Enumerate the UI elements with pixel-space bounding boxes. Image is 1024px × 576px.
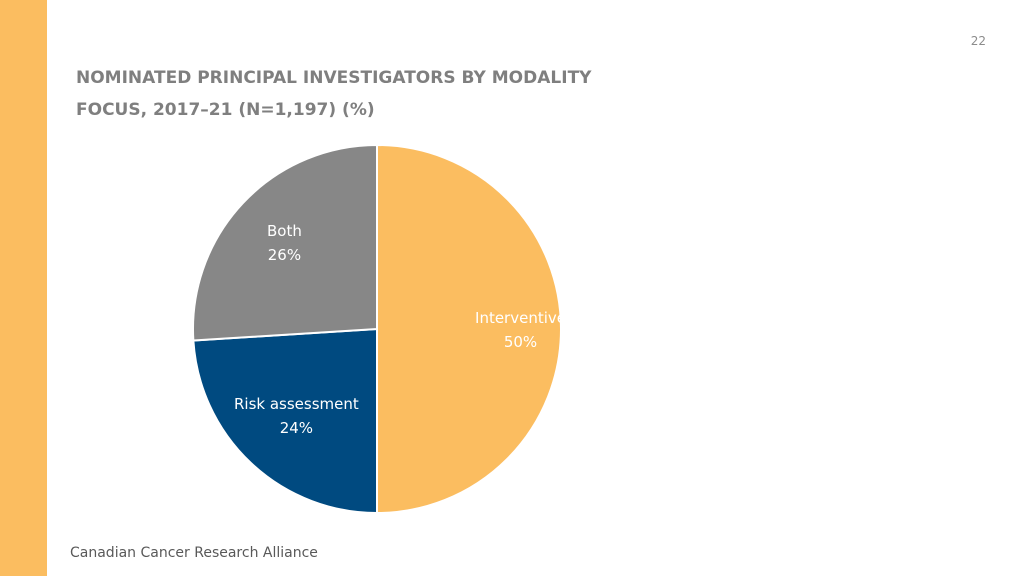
slice-value-both: 26% bbox=[268, 246, 301, 264]
pie-slice-interventive bbox=[376, 143, 562, 515]
slice-label-both: Both bbox=[267, 222, 302, 240]
slice-value-risk-assessment: 24% bbox=[280, 419, 313, 437]
accent-bar bbox=[0, 0, 47, 576]
slice-label-risk-assessment: Risk assessment bbox=[234, 395, 359, 413]
chart-title-line-1: NOMINATED PRINCIPAL INVESTIGATORS BY MOD… bbox=[76, 68, 592, 88]
page-number: 22 bbox=[970, 34, 986, 48]
slice-value-interventive: 50% bbox=[504, 333, 537, 351]
slice-label-interventive: Interventive bbox=[475, 309, 566, 327]
footer-organization: Canadian Cancer Research Alliance bbox=[70, 545, 318, 561]
pie-slice-risk-assessment bbox=[192, 327, 378, 515]
chart-title: NOMINATED PRINCIPAL INVESTIGATORS BY MOD… bbox=[76, 62, 676, 126]
pie-slice-both bbox=[192, 143, 378, 342]
chart-title-line-2: FOCUS, 2017–21 (N=1,197) (%) bbox=[76, 100, 375, 120]
